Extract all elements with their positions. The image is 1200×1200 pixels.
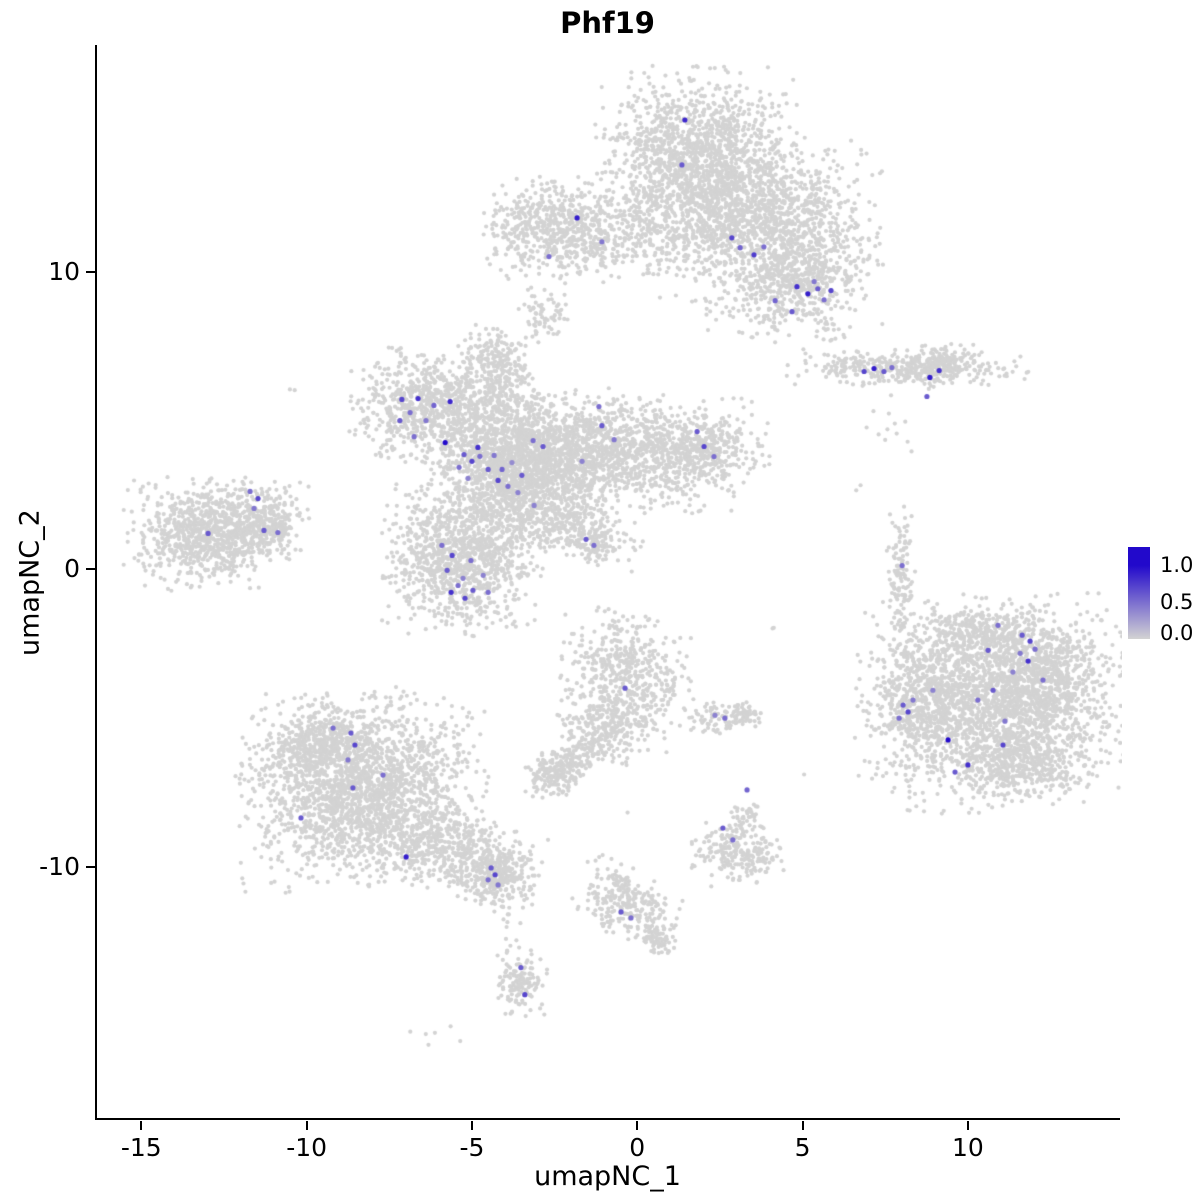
- plot-title: Phf19: [560, 6, 655, 40]
- x-tick-mark: [470, 1121, 473, 1130]
- x-tick-mark: [140, 1121, 143, 1130]
- y-tick-label: 10: [48, 256, 80, 286]
- y-tick-mark: [86, 866, 95, 869]
- x-tick-label: 5: [794, 1133, 811, 1162]
- colorbar-label: 0.5: [1160, 590, 1194, 615]
- x-tick-mark: [636, 1121, 639, 1130]
- colorbar-label: 0.0: [1160, 621, 1194, 646]
- colorbar-gradient: [1128, 547, 1150, 639]
- x-tick-label: 10: [951, 1133, 984, 1162]
- y-tick-label: 0: [64, 554, 80, 584]
- colorbar-label: 1.0: [1160, 553, 1194, 578]
- scatter-points-canvas: [97, 45, 1122, 1120]
- x-tick-label: -15: [120, 1133, 162, 1162]
- x-tick-label: 0: [629, 1133, 646, 1162]
- plot-area: [95, 45, 1122, 1120]
- colorbar-legend: 1.0 0.5 0.0: [1128, 547, 1198, 647]
- y-tick-label: -10: [39, 852, 80, 882]
- y-tick-mark: [86, 270, 95, 273]
- y-tick-mark: [86, 568, 95, 571]
- x-tick-mark: [966, 1121, 969, 1130]
- x-tick-mark: [801, 1121, 804, 1130]
- x-axis-label: umapNC_1: [534, 1161, 681, 1192]
- x-tick-mark: [305, 1121, 308, 1130]
- x-tick-label: -5: [459, 1133, 485, 1162]
- x-tick-label: -10: [286, 1133, 328, 1162]
